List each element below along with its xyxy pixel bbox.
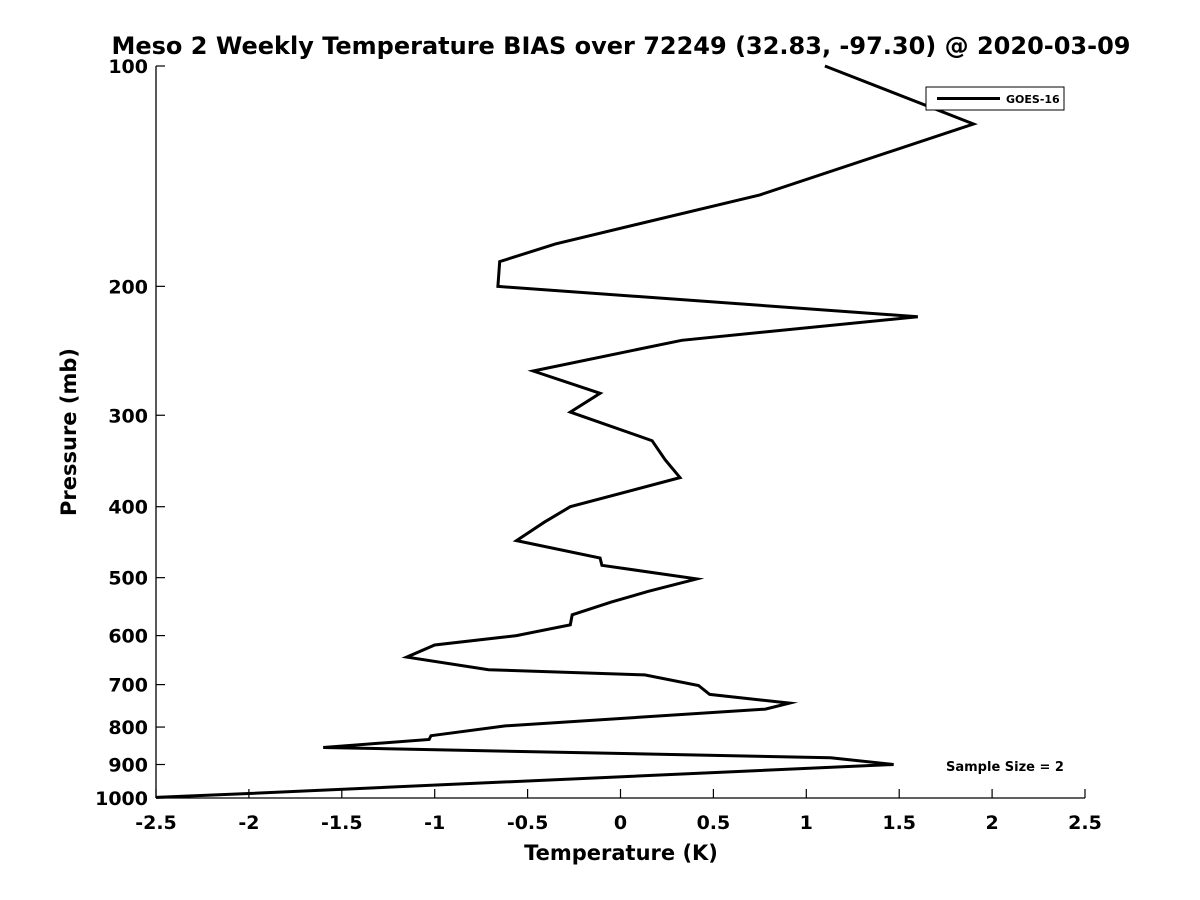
x-tick-label: 1 bbox=[800, 812, 813, 834]
y-tick-label: 800 bbox=[108, 717, 148, 739]
x-axis-label: Temperature (K) bbox=[524, 841, 718, 865]
y-tick-label: 900 bbox=[108, 755, 148, 777]
y-tick-label: 1000 bbox=[95, 788, 148, 810]
x-tick-label: 2 bbox=[985, 812, 998, 834]
y-tick-label: 500 bbox=[108, 568, 148, 590]
x-axis-ticks: -2.5 -2 -1.5 -1 -0.5 0 0.5 1 1.5 2 2.5 bbox=[135, 789, 1102, 834]
axes bbox=[155, 66, 1085, 799]
y-tick-label: 300 bbox=[108, 405, 148, 427]
x-tick-label: 0 bbox=[614, 812, 627, 834]
x-tick-label: -2.5 bbox=[135, 812, 177, 834]
sample-size-annotation: Sample Size = 2 bbox=[946, 760, 1064, 775]
x-tick-label: 0.5 bbox=[697, 812, 731, 834]
series-layer bbox=[155, 64, 978, 799]
x-tick-label: -2 bbox=[238, 812, 259, 834]
x-tick-label: 1.5 bbox=[882, 812, 916, 834]
y-axis-ticks: 100 200 300 400 500 600 700 800 900 1000 bbox=[95, 56, 165, 810]
y-axis-label: Pressure (mb) bbox=[57, 348, 81, 516]
y-tick-label: 100 bbox=[108, 56, 148, 78]
x-tick-label: -1 bbox=[424, 812, 445, 834]
y-tick-label: 700 bbox=[108, 675, 148, 697]
legend: GOES-16 bbox=[925, 86, 1065, 111]
legend-entry-goes-16: GOES-16 bbox=[1006, 93, 1060, 106]
x-tick-label: 2.5 bbox=[1068, 812, 1102, 834]
y-tick-label: 600 bbox=[108, 626, 148, 648]
x-tick-label: -0.5 bbox=[507, 812, 549, 834]
y-tick-label: 200 bbox=[108, 276, 148, 298]
x-tick-label: -1.5 bbox=[321, 812, 363, 834]
chart-title: Meso 2 Weekly Temperature BIAS over 7224… bbox=[111, 32, 1130, 60]
y-tick-label: 400 bbox=[108, 497, 148, 519]
series-line-goes-16 bbox=[155, 64, 978, 799]
